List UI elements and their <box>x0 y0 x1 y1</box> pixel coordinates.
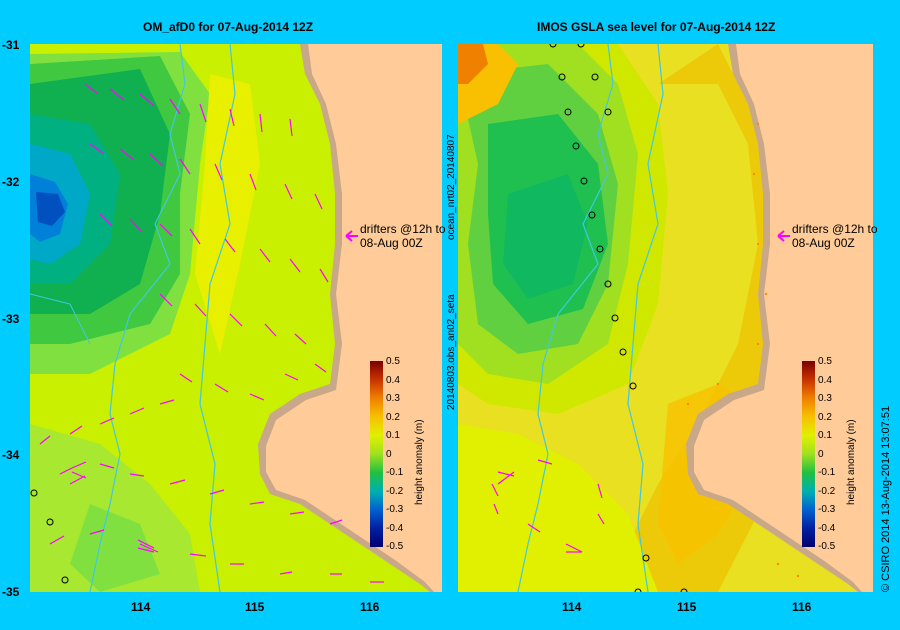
right-drifter-line2: 08-Aug 00Z <box>792 236 855 250</box>
colorbar-tick: 0.4 <box>818 375 832 386</box>
right-x-tick: 115 <box>677 600 697 614</box>
colorbar-tick: -0.1 <box>386 467 404 478</box>
left-y-tick: -35 <box>2 585 20 599</box>
left-map[interactable] <box>30 44 442 592</box>
colorbar-tick: -0.2 <box>818 486 836 497</box>
colorbar-tick: -0.4 <box>386 523 404 534</box>
colorbar-tick: 0.3 <box>818 393 832 404</box>
right-drifter-label: drifters @12h to 08-Aug 00Z <box>792 222 878 250</box>
colorbar-tick: -0.3 <box>818 504 836 515</box>
right-side-label-top: ocean_nrt02_20140807 <box>446 134 457 240</box>
colorbar-tick: 0.3 <box>386 393 400 404</box>
left-x-tick: 114 <box>131 600 151 614</box>
left-y-tick: -34 <box>2 448 20 462</box>
colorbar-tick: 0 <box>818 449 824 460</box>
left-drifter-line1: drifters @12h to <box>360 222 446 236</box>
left-drifter-arrow-icon <box>345 230 358 242</box>
colorbar-tick: -0.1 <box>818 467 836 478</box>
left-y-tick: -32 <box>2 175 20 189</box>
right-colorbar-label: height anomaly (m) <box>846 419 857 505</box>
left-x-tick: 116 <box>360 600 380 614</box>
colorbar-tick: 0.5 <box>818 356 832 367</box>
right-colorbar <box>802 361 815 547</box>
left-x-tick: 115 <box>245 600 265 614</box>
colorbar-tick: 0.5 <box>386 356 400 367</box>
left-colorbar <box>370 361 383 547</box>
colorbar-tick: 0.2 <box>818 412 832 423</box>
right-x-tick: 116 <box>792 600 812 614</box>
left-drifter-line2: 08-Aug 00Z <box>360 236 423 250</box>
right-x-tick: 114 <box>562 600 582 614</box>
right-map-title: IMOS GSLA sea level for 07-Aug-2014 12Z <box>537 20 776 34</box>
left-colorbar-label: height anomaly (m) <box>414 419 425 505</box>
colorbar-tick: 0.4 <box>386 375 400 386</box>
colorbar-tick: 0.1 <box>818 430 832 441</box>
colorbar-tick: -0.5 <box>818 541 836 552</box>
right-map[interactable] <box>458 44 873 592</box>
right-drifter-line1: drifters @12h to <box>792 222 878 236</box>
left-colorbar-gradient <box>370 361 383 547</box>
left-y-tick: -33 <box>2 312 20 326</box>
left-y-tick: -31 <box>2 38 20 52</box>
colorbar-tick: -0.3 <box>386 504 404 515</box>
colorbar-tick: -0.4 <box>818 523 836 534</box>
colorbar-tick: -0.5 <box>386 541 404 552</box>
right-colorbar-gradient <box>802 361 815 547</box>
right-drifter-arrow-icon <box>777 230 790 242</box>
colorbar-tick: 0.2 <box>386 412 400 423</box>
colorbar-tick: 0.1 <box>386 430 400 441</box>
colorbar-tick: 0 <box>386 449 392 460</box>
left-map-title: OM_afD0 for 07-Aug-2014 12Z <box>143 20 314 34</box>
credit-text: © CSIRO 2014 13-Aug-2014 13:07:51 <box>880 405 892 592</box>
colorbar-tick: -0.2 <box>386 486 404 497</box>
right-side-label-bottom: 20140803.obs_an02_seta <box>446 294 457 410</box>
left-drifter-label: drifters @12h to 08-Aug 00Z <box>360 222 446 250</box>
